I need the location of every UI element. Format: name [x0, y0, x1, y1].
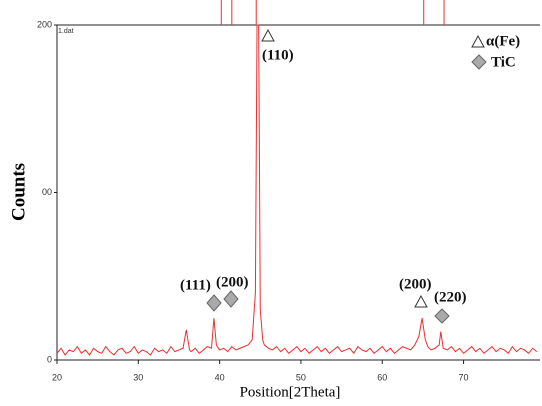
annotation: (200) — [216, 274, 249, 290]
marker-diamond — [223, 290, 239, 308]
y-axis-label: Counts — [8, 163, 29, 221]
file-label: 1.dat — [58, 28, 74, 35]
marker-diamond — [206, 294, 222, 312]
x-tick-label: 30 — [133, 372, 143, 382]
marker-diamond — [434, 308, 450, 324]
legend-marker — [471, 54, 487, 70]
x-tick-label: 70 — [459, 372, 469, 382]
annotation: (220) — [434, 289, 467, 305]
spectrum-line — [56, 24, 538, 356]
legend-marker — [471, 34, 485, 48]
x-tick-label: 40 — [215, 372, 225, 382]
y-tick-label: 200 — [37, 19, 52, 29]
marker-triangle — [261, 28, 275, 42]
annotation: (200) — [399, 276, 432, 292]
x-tick-label: 20 — [52, 372, 62, 382]
annotation: (111) — [180, 277, 211, 293]
x-tick-label: 50 — [296, 372, 306, 382]
legend-label: α(Fe) — [486, 33, 520, 49]
legend-label: TiC — [491, 54, 516, 70]
annotation: (110) — [262, 47, 294, 63]
marker-triangle — [414, 294, 428, 308]
y-tick-label: 00 — [42, 187, 52, 197]
y-tick-label: 0 — [47, 354, 52, 364]
x-axis-label: Position[2Theta] — [240, 384, 341, 400]
x-tick-label: 60 — [377, 372, 387, 382]
